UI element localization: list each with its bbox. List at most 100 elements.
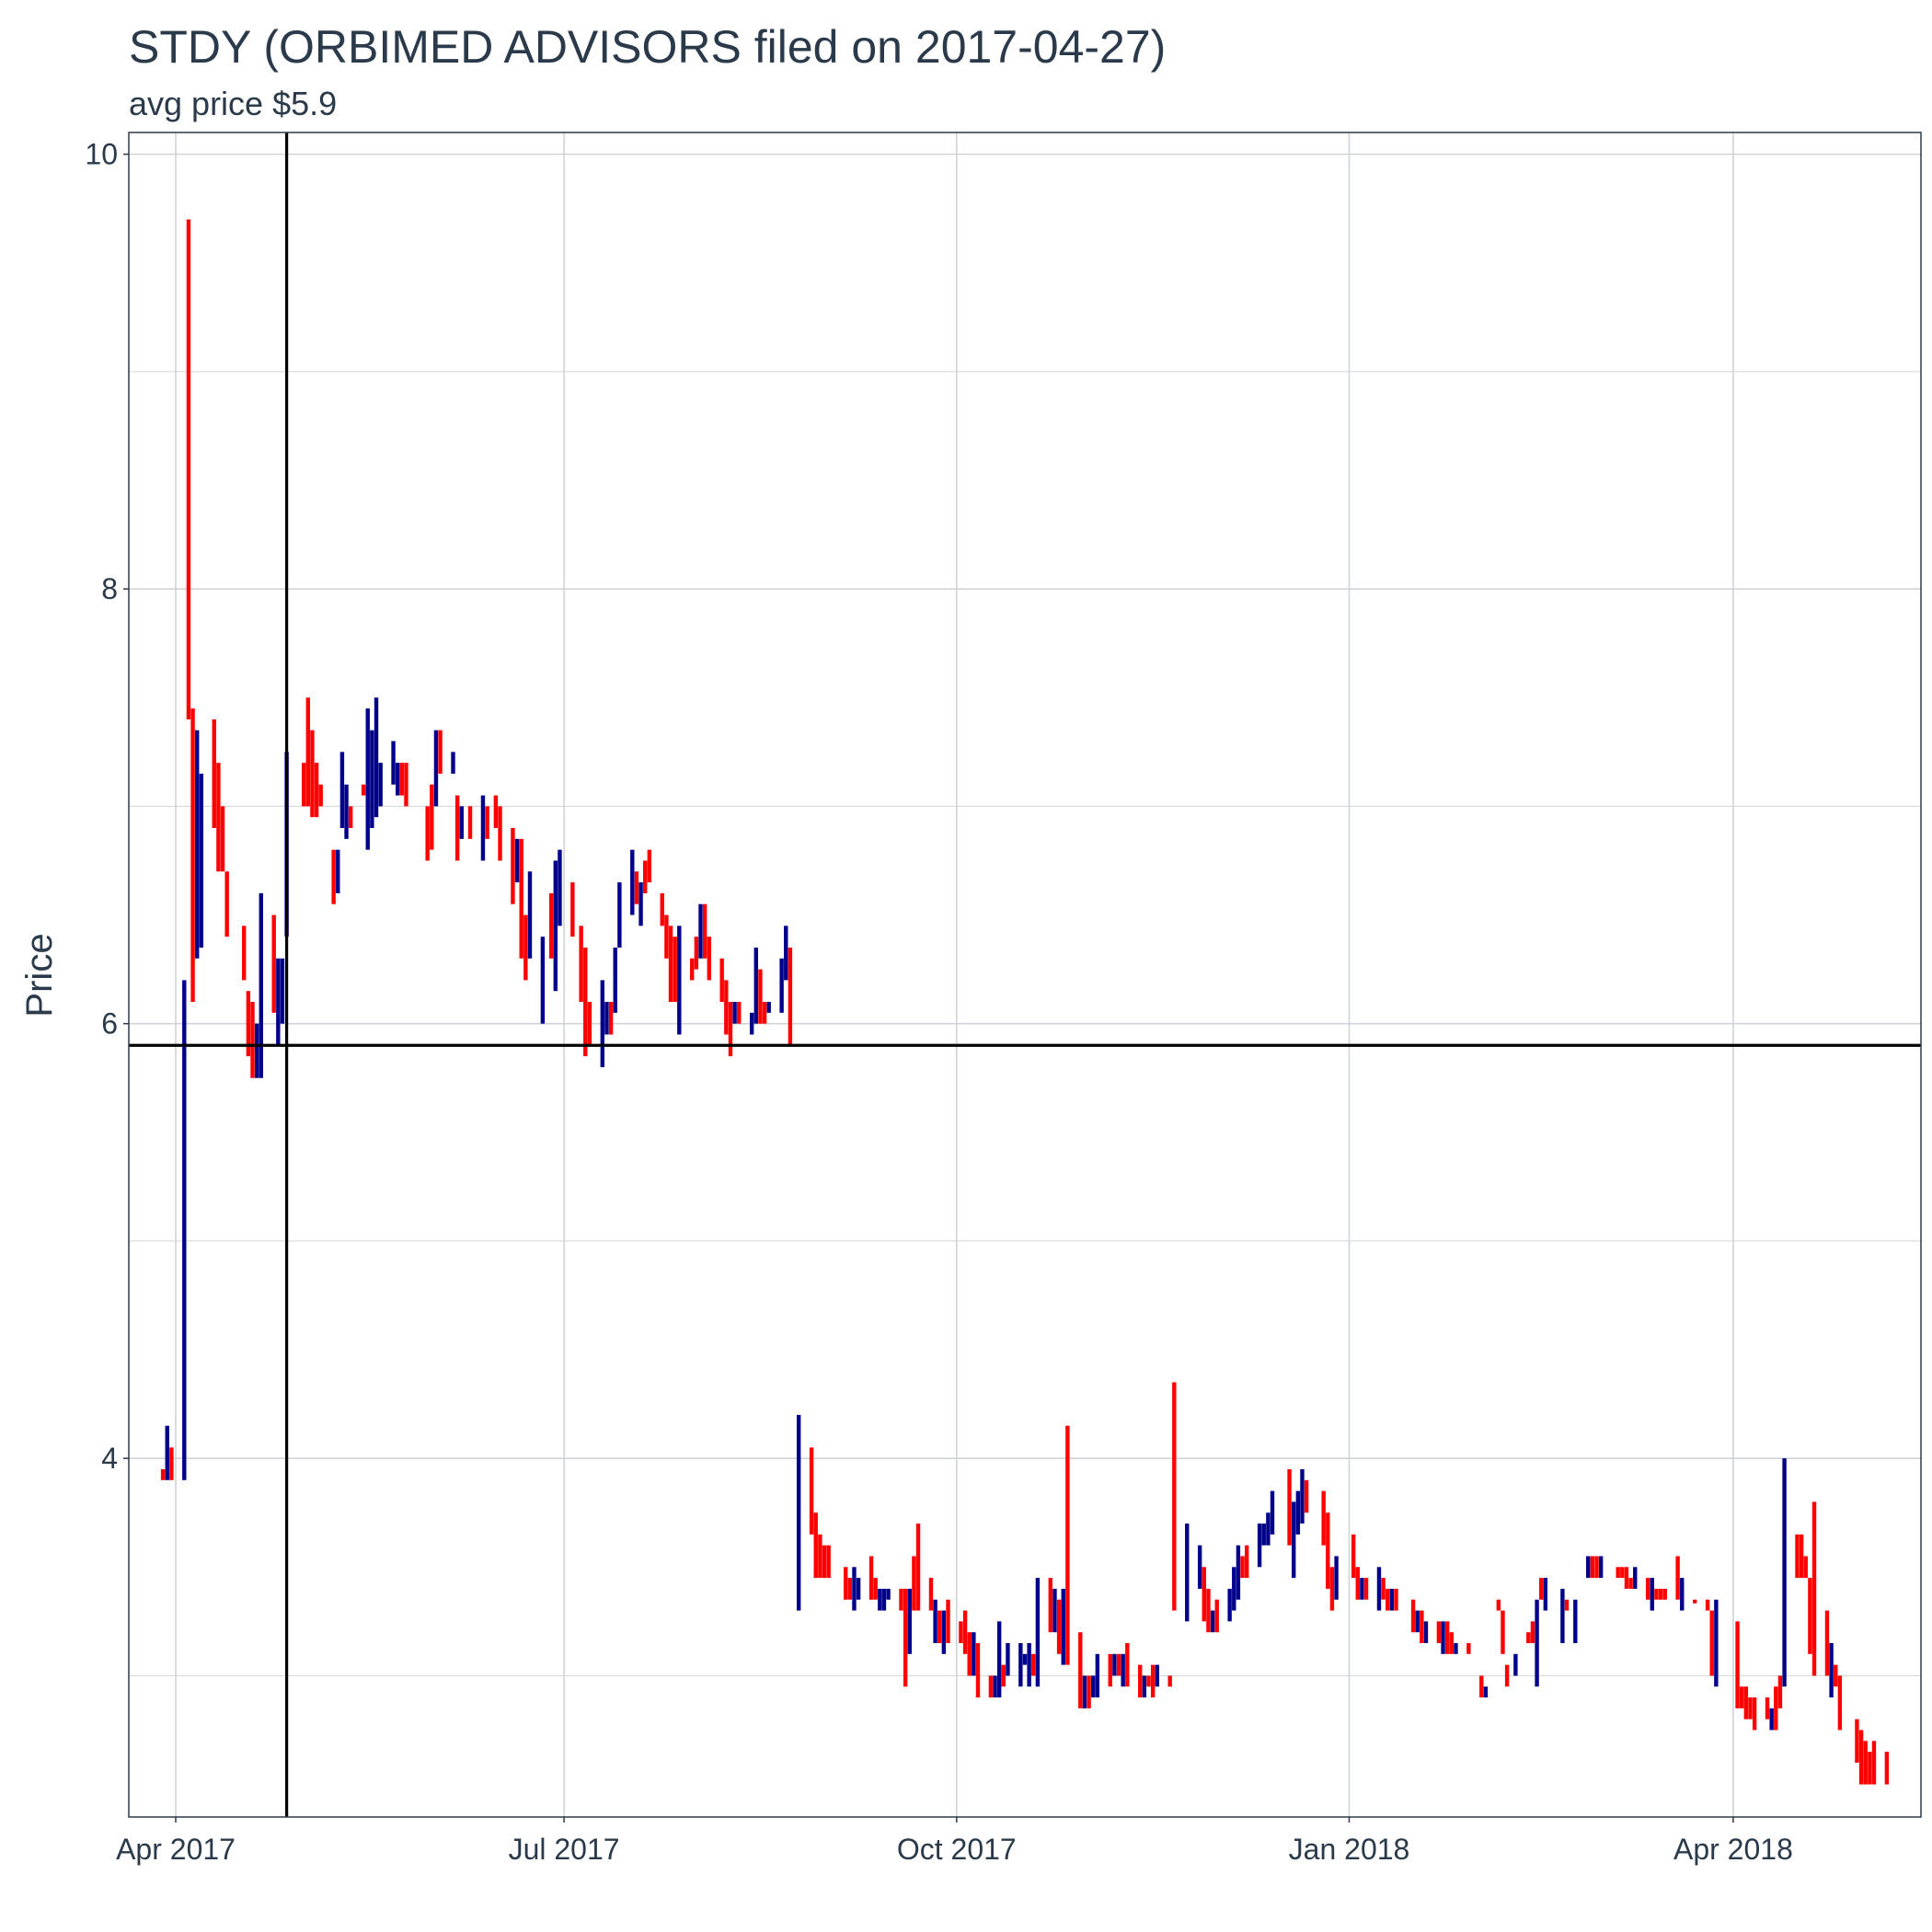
- candle: [1261, 1524, 1266, 1546]
- candle: [868, 1556, 874, 1600]
- candle: [1108, 1653, 1112, 1687]
- candle: [928, 1578, 934, 1611]
- candle: [1197, 1545, 1202, 1589]
- candle: [301, 763, 306, 807]
- candle: [1799, 1534, 1804, 1579]
- candle: [1300, 1468, 1305, 1524]
- candle: [762, 1002, 767, 1024]
- candle: [1782, 1458, 1787, 1687]
- candle: [1884, 1752, 1890, 1785]
- candle: [758, 969, 763, 1024]
- candle: [169, 1447, 174, 1480]
- candle: [677, 926, 682, 1035]
- candle: [1808, 1578, 1812, 1654]
- candle: [1125, 1642, 1130, 1687]
- candle: [493, 795, 499, 829]
- candle: [480, 795, 486, 861]
- candle: [1389, 1588, 1395, 1611]
- y-tick-label: 4: [101, 1442, 118, 1475]
- candle: [664, 914, 669, 959]
- candle: [1206, 1588, 1211, 1633]
- x-tick-label: Jul 2017: [509, 1833, 620, 1866]
- candle: [1056, 1599, 1062, 1654]
- candle: [1027, 1642, 1031, 1687]
- candle: [702, 903, 707, 959]
- candle: [1351, 1534, 1356, 1579]
- candle: [1526, 1632, 1531, 1643]
- candle: [1834, 1664, 1838, 1687]
- candle: [1539, 1578, 1544, 1600]
- candle: [915, 1524, 921, 1611]
- candle: [856, 1578, 861, 1600]
- candle: [1146, 1675, 1151, 1687]
- candle: [1616, 1567, 1620, 1579]
- candle: [1748, 1697, 1753, 1719]
- candle: [1150, 1664, 1156, 1698]
- candle: [1360, 1578, 1364, 1600]
- candle: [1326, 1512, 1330, 1589]
- x-tick-label: Apr 2017: [116, 1833, 236, 1866]
- candle: [1496, 1599, 1501, 1611]
- chart-title: STDY (ORBIMED ADVISORS filed on 2017-04-…: [129, 21, 1167, 73]
- candle: [1633, 1567, 1638, 1589]
- candle: [344, 784, 349, 839]
- candle: [1121, 1653, 1125, 1687]
- candle: [988, 1675, 994, 1698]
- candle: [1829, 1642, 1834, 1698]
- candle: [993, 1675, 997, 1698]
- candle: [1018, 1642, 1023, 1687]
- candle: [1590, 1556, 1595, 1579]
- plot-border: [128, 132, 1922, 1818]
- candle: [881, 1588, 887, 1611]
- candle: [336, 849, 340, 893]
- candle: [1680, 1578, 1685, 1611]
- candle: [579, 926, 583, 1003]
- candle: [370, 730, 374, 829]
- candle: [1095, 1653, 1100, 1698]
- candle: [271, 914, 276, 1013]
- candle: [749, 1012, 754, 1035]
- candle: [331, 849, 336, 904]
- candle: [1837, 1675, 1843, 1731]
- candle: [1082, 1675, 1087, 1708]
- candle: [438, 730, 443, 774]
- candle: [1295, 1490, 1301, 1535]
- candle: [186, 219, 191, 719]
- candle: [1334, 1556, 1339, 1600]
- candle: [1214, 1599, 1219, 1633]
- candle: [753, 947, 758, 1024]
- candles: [160, 219, 1890, 1785]
- candle: [1236, 1545, 1241, 1600]
- candle: [660, 892, 664, 926]
- candle: [314, 763, 319, 818]
- candle: [199, 773, 204, 948]
- candle: [1650, 1578, 1654, 1611]
- candle: [1436, 1621, 1442, 1643]
- candle: [638, 882, 643, 926]
- candle: [1006, 1642, 1010, 1676]
- candle: [1871, 1741, 1877, 1785]
- candle: [707, 937, 711, 981]
- candle: [1449, 1632, 1455, 1654]
- grid-lines: [129, 132, 1921, 1817]
- candle: [1501, 1610, 1505, 1654]
- candle: [310, 730, 315, 818]
- candle: [305, 697, 310, 807]
- candle: [195, 730, 200, 959]
- candle: [511, 828, 515, 904]
- candle: [1777, 1675, 1783, 1708]
- candle: [933, 1599, 937, 1643]
- reference-lines: [129, 132, 1921, 1817]
- candle: [1091, 1675, 1096, 1698]
- candle: [1116, 1653, 1121, 1676]
- candle: [259, 892, 263, 1078]
- candle: [1138, 1664, 1143, 1698]
- candle: [959, 1621, 963, 1643]
- candle: [608, 1002, 614, 1035]
- candle: [216, 763, 221, 872]
- candle: [1714, 1599, 1719, 1687]
- candle: [604, 1002, 609, 1035]
- candle: [1709, 1610, 1714, 1676]
- candle: [425, 806, 430, 861]
